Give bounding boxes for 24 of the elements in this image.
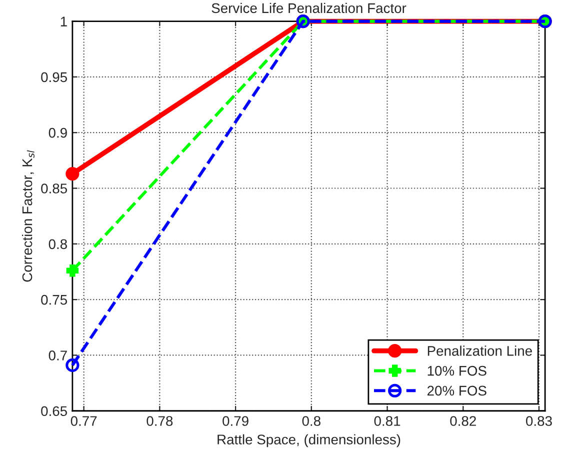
point (66, 358, 80, 372)
legend-label: 10% FOS (428, 366, 486, 376)
y-axis-title: Correction Factor, K$_{sl}$ (22, 150, 34, 282)
x-tick-label: 0.79 (222, 416, 248, 426)
x-tick-label: 0.78 (146, 416, 173, 426)
legend-label: Penalization Line (428, 346, 532, 356)
y-tick-label: 0.65 (41, 406, 68, 416)
y-tick-label: 0.8 (48, 239, 67, 250)
y-tick-label: 0.9 (48, 128, 67, 138)
y-tick-label: 1 (60, 16, 67, 26)
x-axis-title: Rattle Space, (dimensionless) (218, 434, 400, 448)
y-tick-label: 0.95 (41, 72, 68, 82)
legend-label: 20% FOS (427, 386, 486, 396)
x-tick-label: 0.83 (526, 416, 552, 426)
y-tick-label: 0.7 (48, 350, 67, 360)
x-tick-label: 0.82 (450, 416, 476, 426)
point (66, 166, 80, 181)
chart-title: Service Life Penalization Factor (212, 2, 406, 14)
y-tick-label: 0.85 (41, 184, 68, 194)
x-tick-label: 0.81 (374, 416, 400, 426)
point (66, 264, 79, 277)
y-tick-label: 0.75 (41, 294, 68, 305)
x-tick-label: 0.8 (302, 416, 320, 426)
x-tick-label: 0.77 (70, 416, 97, 426)
